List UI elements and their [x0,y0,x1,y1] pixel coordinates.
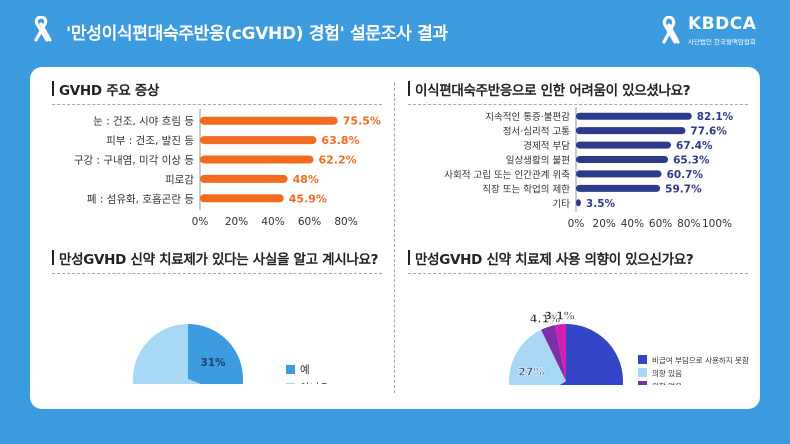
bar [576,184,661,192]
awareness-pie-chart: 31%69%예아니오 [133,324,329,384]
tick-label: 100% [702,218,732,230]
pie-slice [133,324,201,384]
pie-slice [541,325,566,381]
category-label: 일상생활의 불편 [506,155,570,167]
tick-label: 40% [621,218,644,230]
brand-ribbon-icon [662,16,680,44]
legend-swatch [638,355,647,364]
pie-slice [554,324,566,381]
brand-logo: KBDCA 사단법인 한국혈액암협회 [658,14,770,48]
data-label: 67.4% [676,140,713,152]
bar [200,136,317,145]
legend-label: 예 [300,363,310,376]
pie-slice [559,324,623,385]
legend-label: 비급여 부담으로 사용하지 못함 [652,355,749,365]
ribbon-logo-icon [34,16,52,42]
bar [200,116,338,125]
difficulties-bar-chart: 지속적인 통증·불편감 82.1% 정서·심리적 고통 77.6% 경제적 부담 67.4… [444,107,734,230]
legend-swatch [638,368,647,377]
results-card: GVHD 주요 증상 눈 : 건조, 시야 흐림 등 75.5% 피부 : 건조, … [30,67,760,409]
tick-label: 0% [568,218,585,230]
data-label: 31% [200,357,226,369]
panel-title-awareness: 만성GVHD 신약 치료제가 있다는 사실을 알고 계시나요? [52,248,378,268]
tick-label: 60% [298,216,321,228]
category-label: 피부 : 건조, 발진 등 [106,135,194,147]
legend-label: 의향 없음 [652,381,682,385]
tick-label: 80% [677,218,700,230]
legend-swatch [638,381,647,385]
page-title: '만성이식편대숙주반응(cGVHD) 경험' 설문조사 결과 [66,24,448,44]
symptoms-bar-chart: 눈 : 건조, 시야 흐림 등 75.5% 피부 : 건조, 발진 등 63.8% 구강… [74,109,381,228]
legend-label: 아니오 [300,382,329,384]
bar [576,199,581,207]
tick-label: 40% [261,216,284,228]
category-label: 경제적 부담 [523,140,570,152]
legend-label: 의향 있음 [652,368,682,378]
data-label: 82.1% [697,111,734,123]
tick-label: 20% [225,216,248,228]
bar [576,127,686,135]
data-label: 60.7% [667,169,704,181]
bar [200,194,284,203]
category-label: 지속적인 통증·불편감 [485,111,570,123]
category-label: 구강 : 구내염, 미각 이상 등 [74,155,195,167]
category-label: 직장 또는 학업의 제한 [482,183,570,195]
bar [576,170,662,178]
data-label: 77.6% [690,126,727,138]
title-divider [52,104,382,105]
title-divider [408,273,748,274]
panel-difficulties: 이식편대숙주반응으로 인한 어려움이 있으셨나요? 지속적인 통증·불편감 82.… [394,67,760,238]
vertical-divider [394,83,395,393]
pie-slice [509,329,566,385]
data-label: 27% [518,365,544,378]
data-label: 63.8% [321,134,359,147]
tick-label: 0% [192,216,209,228]
tick-label: 20% [593,218,616,230]
category-label: 기타 [553,199,571,210]
data-label: 65.3% [673,155,710,167]
category-label: 눈 : 건조, 시야 흐림 등 [93,115,194,128]
brand-subtitle: 사단법인 한국혈액암협회 [688,38,756,46]
category-label: 폐 : 섬유화, 호흡곤란 등 [87,192,195,205]
pie-slice [188,324,243,384]
panel-intention: 만성GVHD 신약 치료제 사용 의향이 있으신가요? 65.8%27%4.1%… [394,238,760,409]
panel-title-difficulties: 이식편대숙주반응으로 인한 어려움이 있으셨나요? [408,79,691,99]
bar [576,112,692,120]
data-label: 59.7% [665,183,702,195]
data-label: 75.5% [343,115,381,128]
panel-title-symptoms: GVHD 주요 증상 [52,79,159,99]
data-label: 45.9% [289,192,327,205]
bar [200,155,314,164]
tick-label: 60% [649,218,672,230]
category-label: 정서·심리적 고통 [503,126,570,138]
bar [200,174,288,183]
data-label: 3.5% [586,198,616,210]
panel-symptoms: GVHD 주요 증상 눈 : 건조, 시야 흐림 등 75.5% 피부 : 건조, … [30,67,394,238]
panel-awareness: 만성GVHD 신약 치료제가 있다는 사실을 알고 계시나요? 31%69%예아… [30,238,394,409]
panel-title-intention: 만성GVHD 신약 치료제 사용 의향이 있으신가요? [408,248,694,268]
category-label: 사회적 고립 또는 인간관계 위축 [444,169,570,181]
data-label: 48% [293,173,319,186]
data-label: 4.1% [530,312,561,325]
title-divider [52,273,382,274]
legend-swatch [286,365,295,374]
category-label: 피로감 [165,174,194,186]
legend-swatch [286,383,295,384]
data-label: 3.1% [544,309,575,322]
bar [576,156,669,163]
title-divider [408,104,748,105]
bar [576,141,672,149]
brand-name: KBDCA [688,14,757,34]
data-label: 62.2% [319,154,357,167]
tick-label: 80% [334,216,357,228]
